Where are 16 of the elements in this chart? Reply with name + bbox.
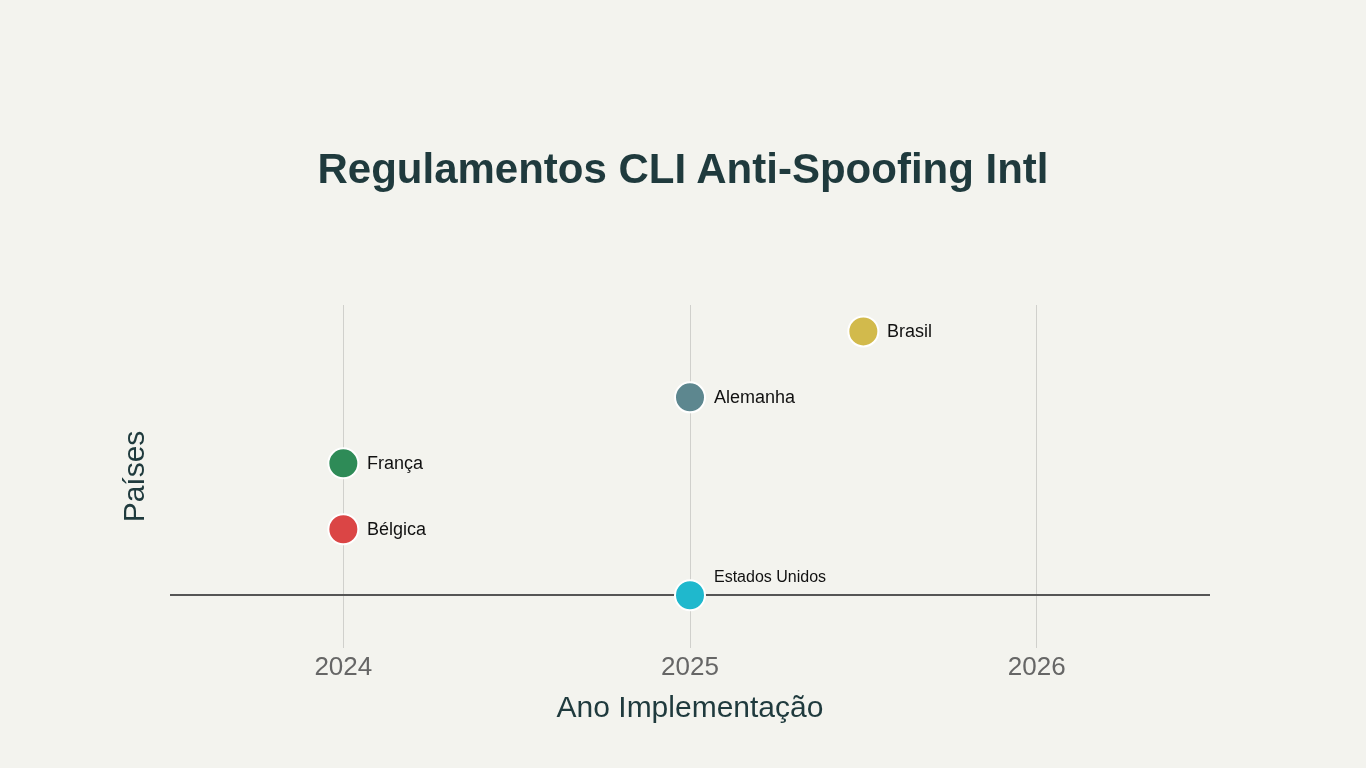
y-axis-title: Países xyxy=(117,430,150,523)
annotation: Brasil xyxy=(887,321,933,341)
annotation: Bélgica xyxy=(367,519,428,539)
annotation: Estados Unidos xyxy=(714,568,827,585)
x-tick-label: 2024 xyxy=(314,651,373,681)
annotation: França xyxy=(367,453,425,473)
point xyxy=(327,513,360,546)
x-axis-title: Ano Implementação xyxy=(556,689,824,723)
x-tick-label: 2026 xyxy=(1007,651,1066,681)
point xyxy=(327,447,360,480)
point xyxy=(674,381,706,414)
point xyxy=(847,315,880,348)
chart-title: Regulamentos CLI Anti-Spoofing Intl xyxy=(317,145,1049,192)
annotation: Alemanha xyxy=(714,387,797,407)
x-tick-label: 2025 xyxy=(661,651,719,681)
point xyxy=(674,579,706,612)
